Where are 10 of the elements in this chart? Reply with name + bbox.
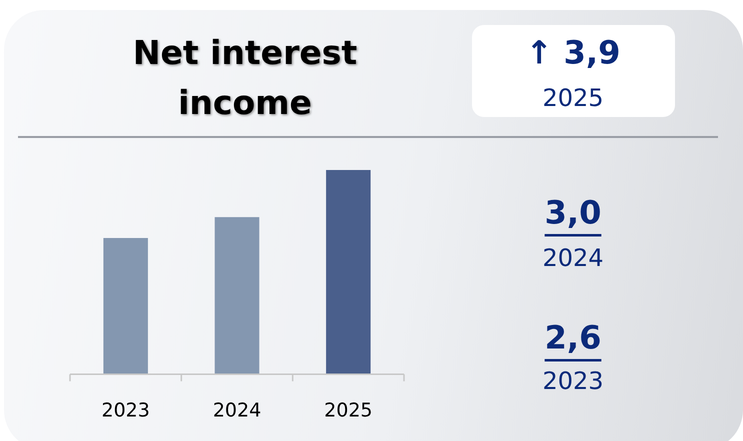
text: 3,0 — [544, 193, 602, 232]
x-tick-label: 2023 — [101, 400, 150, 422]
text: ↑ 3,9 — [526, 33, 620, 72]
text: 2,6 — [544, 318, 602, 356]
text: 2025 — [542, 84, 604, 112]
x-tick-label: 2025 — [324, 400, 373, 422]
text: 2023 — [542, 367, 604, 396]
chart-title: Net interest income — [132, 32, 358, 124]
text: 2024 — [542, 244, 604, 272]
x-tick-label: 2024 — [212, 400, 262, 422]
